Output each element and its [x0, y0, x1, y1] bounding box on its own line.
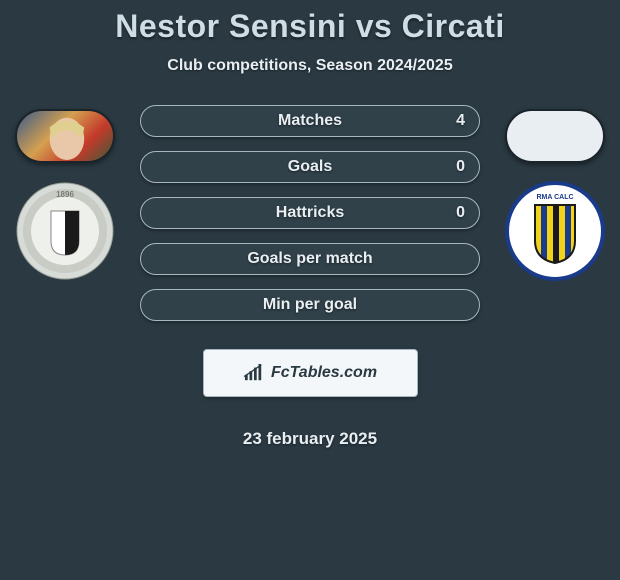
brand-text: FcTables.com	[271, 364, 377, 382]
stat-value-right: 0	[456, 204, 465, 222]
main-row: 1896 Matches 4 Goals 0 Hattricks 0 Goals…	[0, 105, 620, 449]
bars-icon	[243, 364, 265, 382]
stat-value-right: 0	[456, 158, 465, 176]
stat-row-min-per-goal: Min per goal	[140, 289, 480, 321]
stat-label: Matches	[278, 112, 342, 130]
subtitle: Club competitions, Season 2024/2025	[167, 57, 452, 75]
udinese-badge-svg: 1896	[15, 181, 115, 281]
player-avatar-left	[15, 109, 115, 163]
stat-row-goals: Goals 0	[140, 151, 480, 183]
player-avatar-right	[505, 109, 605, 163]
stat-label: Min per goal	[263, 296, 357, 314]
stat-label: Goals per match	[247, 250, 372, 268]
stat-value-right: 4	[456, 112, 465, 130]
date-text: 23 february 2025	[140, 429, 480, 449]
avatar-left-svg	[17, 109, 113, 163]
stat-row-matches: Matches 4	[140, 105, 480, 137]
club-badge-left: 1896	[15, 181, 115, 281]
stat-label: Hattricks	[276, 204, 344, 222]
right-column: RMA CALC	[500, 105, 610, 281]
stat-row-hattricks: Hattricks 0	[140, 197, 480, 229]
brand-box[interactable]: FcTables.com	[203, 349, 418, 397]
page-title: Nestor Sensini vs Circati	[115, 8, 505, 45]
stats-column: Matches 4 Goals 0 Hattricks 0 Goals per …	[140, 105, 480, 449]
comparison-card: Nestor Sensini vs Circati Club competiti…	[0, 0, 620, 580]
svg-text:RMA CALC: RMA CALC	[536, 194, 573, 201]
stat-row-goals-per-match: Goals per match	[140, 243, 480, 275]
parma-badge-svg: RMA CALC	[505, 181, 605, 281]
svg-text:1896: 1896	[56, 190, 74, 199]
left-column: 1896	[10, 105, 120, 281]
club-badge-right: RMA CALC	[505, 181, 605, 281]
stat-label: Goals	[288, 158, 332, 176]
